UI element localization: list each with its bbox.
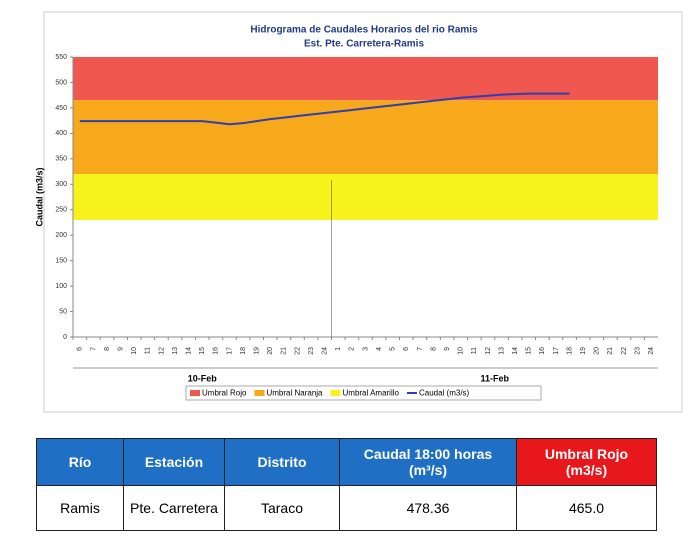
- x-tick-label: 14: [185, 347, 192, 355]
- x-tick-label: 10: [131, 347, 138, 355]
- x-tick-label: 13: [498, 347, 505, 355]
- x-tick-label: 17: [226, 347, 233, 355]
- legend-label: Umbral Naranja: [266, 389, 323, 398]
- threshold-band: [73, 57, 658, 101]
- threshold-band: [73, 100, 658, 175]
- table-header: Caudal 18:00 horas (m³/s): [339, 438, 517, 486]
- table-header: Umbral Rojo (m3/s): [516, 438, 657, 486]
- x-tick-label: 8: [104, 347, 111, 351]
- x-tick-label: 10: [458, 347, 465, 355]
- legend-label: Umbral Rojo: [202, 389, 247, 398]
- table-header: Estación: [123, 438, 225, 486]
- x-tick-label: 16: [213, 347, 220, 355]
- y-tick-label: 50: [59, 308, 67, 315]
- x-tick-label: 9: [444, 347, 451, 351]
- x-tick-label: 1: [335, 347, 342, 351]
- x-tick-label: 11: [471, 347, 478, 354]
- table-cell: Pte. Carretera: [123, 485, 225, 531]
- legend-label: Caudal (m3/s): [419, 389, 470, 398]
- x-tick-label: 7: [417, 347, 424, 351]
- legend-swatch: [254, 390, 265, 396]
- y-tick-label: 250: [55, 207, 67, 214]
- x-tick-label: 6: [403, 347, 410, 351]
- x-tick-label: 9: [117, 347, 124, 351]
- x-tick-label: 3: [362, 347, 369, 351]
- x-tick-label: 8: [430, 347, 437, 351]
- x-tick-label: 7: [90, 347, 97, 351]
- legend-frame: [185, 385, 542, 401]
- table-cell: Ramis: [36, 485, 124, 531]
- x-tick-label: 23: [634, 347, 641, 355]
- x-tick-label: 20: [594, 347, 601, 355]
- x-tick-label: 18: [566, 347, 573, 355]
- x-tick-label: 23: [308, 347, 315, 355]
- x-tick-label: 4: [376, 347, 383, 351]
- x-tick-label: 22: [621, 347, 628, 355]
- y-tick-label: 400: [55, 130, 67, 137]
- legend-label: Umbral Amarillo: [343, 389, 400, 398]
- group-label: 10-Feb: [188, 373, 218, 383]
- y-tick-label: 100: [55, 283, 67, 290]
- table-cell: 465.0: [516, 485, 657, 531]
- x-tick-label: 12: [485, 347, 492, 355]
- x-tick-label: 11: [145, 347, 152, 354]
- x-tick-label: 16: [539, 347, 546, 355]
- x-tick-label: 21: [607, 347, 614, 355]
- y-tick-label: 300: [55, 181, 67, 188]
- data-line: [79, 92, 570, 126]
- x-tick-label: 17: [553, 347, 560, 355]
- chart: Hidrograma de Caudales Horarios del rio …: [34, 11, 683, 413]
- y-axis-label: Caudal (m3/s): [34, 167, 44, 226]
- x-tick-label: 6: [77, 347, 84, 351]
- y-tick-label: 500: [55, 79, 67, 86]
- y-tick-label: 450: [55, 105, 67, 112]
- x-tick-label: 24: [648, 347, 655, 355]
- table-cell: 478.36: [339, 485, 517, 531]
- chart-subtitle: Est. Pte. Carretera-Ramis: [304, 39, 424, 50]
- x-tick-label: 12: [158, 347, 165, 355]
- y-tick-label: 200: [55, 232, 67, 239]
- x-tick-label: 2: [349, 347, 356, 351]
- y-tick-label: 0: [63, 334, 67, 341]
- legend-swatch: [330, 390, 341, 396]
- x-tick-label: 21: [281, 347, 288, 355]
- x-tick-label: 14: [512, 347, 519, 355]
- chart-title: Hidrograma de Caudales Horarios del rio …: [250, 25, 478, 36]
- table-row: Ramis Pte. Carretera Taraco 478.36 465.0: [36, 485, 657, 531]
- x-tick-label: 20: [267, 347, 274, 355]
- table-cell: Taraco: [224, 485, 340, 531]
- x-tick-label: 15: [526, 347, 533, 355]
- x-tick-label: 19: [254, 347, 261, 355]
- data-table: Río Estación Distrito Caudal 18:00 horas (m…: [36, 438, 657, 531]
- legend-swatch: [190, 390, 200, 396]
- table-header: Río: [36, 438, 124, 486]
- table-header: Distrito: [224, 438, 340, 486]
- x-tick-label: 13: [172, 347, 179, 355]
- x-tick-label: 15: [199, 347, 206, 355]
- y-tick-label: 350: [55, 156, 67, 163]
- y-tick-label: 550: [55, 54, 67, 61]
- group-label: 11-Feb: [480, 373, 509, 383]
- x-tick-label: 24: [322, 347, 329, 355]
- y-tick-label: 150: [55, 257, 67, 264]
- x-tick-label: 22: [294, 347, 301, 355]
- legend: Umbral Rojo Umbral Naranja Umbral Amarillo…: [185, 385, 542, 401]
- x-tick-label: 5: [390, 347, 397, 351]
- threshold-band: [73, 174, 658, 220]
- x-tick-label: 18: [240, 347, 247, 355]
- x-tick-label: 19: [580, 347, 587, 355]
